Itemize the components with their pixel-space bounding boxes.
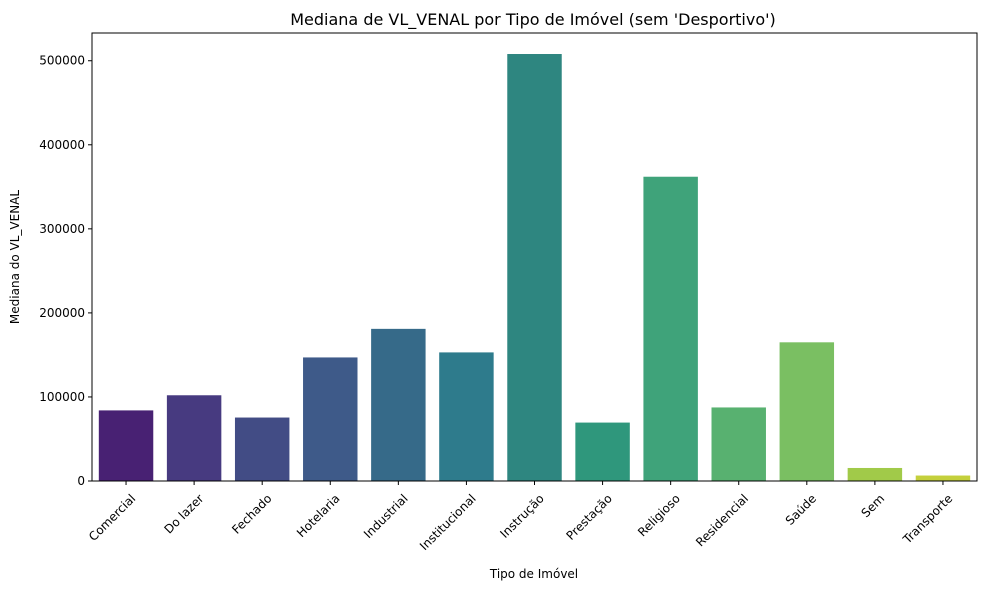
y-tick-label-3: 300000 [39,222,85,236]
x-tick-label-6: Instrução [497,491,546,540]
bar-8 [643,176,698,482]
y-tick-label-1: 100000 [39,390,85,404]
y-tick-label-0: 0 [77,474,85,488]
x-tick-label-5: Institucional [417,491,479,553]
x-axis: Comercial Do lazer Fechado Hotelaria Industr… [86,481,955,553]
bar-0 [98,410,154,481]
bar-9 [711,407,766,481]
x-tick-label-9: Residencial [693,491,751,549]
y-axis-label: Mediana do VL_VENAL [8,190,22,324]
y-axis: 0 100000 200000 300000 400000 500000 [39,54,92,488]
x-tick-label-2: Fechado [229,491,274,536]
bar-2 [234,417,290,481]
bar-3 [303,357,358,481]
plot-frame [91,32,978,482]
y-tick-label-2: 200000 [39,306,85,320]
x-tick-label-3: Hotelaria [294,491,343,540]
bar-6 [507,54,562,481]
bar-7 [575,422,630,481]
x-tick-label-0: Comercial [86,491,138,543]
x-axis-label: Tipo de Imóvel [489,567,578,581]
x-tick-label-8: Religioso [635,491,683,539]
x-tick-label-4: Industrial [361,491,411,541]
y-tick-label-4: 400000 [39,138,85,152]
x-tick-label-7: Prestação [564,491,615,542]
x-tick-label-1: Do lazer [161,491,206,536]
chart-title: Mediana de VL_VENAL por Tipo de Imóvel (… [290,10,776,30]
x-tick-label-12: Transporte [900,491,956,547]
bar-4 [371,328,426,481]
bar-12 [915,475,971,481]
y-tick-label-5: 500000 [39,54,85,68]
x-tick-label-10: Saúde [783,491,819,527]
bars-group [98,54,971,482]
bar-5 [439,352,494,481]
bar-11 [847,467,903,481]
x-tick-label-11: Sem [858,491,887,520]
bar-10 [779,342,835,481]
bar-1 [166,395,222,481]
